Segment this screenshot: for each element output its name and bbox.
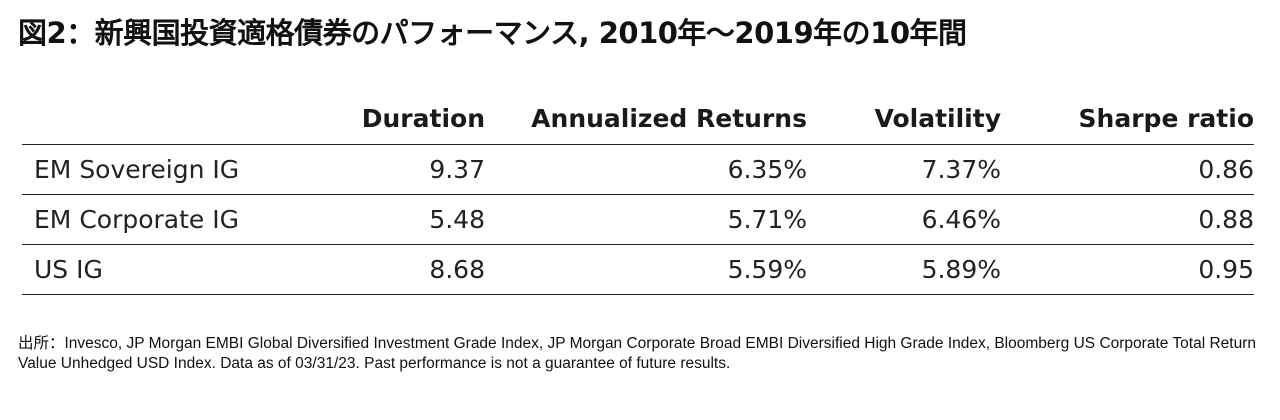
header-volatility: Volatility xyxy=(807,92,1001,145)
sharpe-cell: 0.88 xyxy=(1001,194,1254,245)
header-cell-blank xyxy=(22,92,267,145)
duration-cell: 8.68 xyxy=(267,244,485,295)
volatility-cell: 7.37% xyxy=(807,144,1001,195)
returns-cell: 5.59% xyxy=(485,244,807,295)
header-sharpe-ratio: Sharpe ratio xyxy=(1001,92,1254,145)
duration-cell: 9.37 xyxy=(267,144,485,195)
page-title: 図2：新興国投資適格債券のパフォーマンス, 2010年～2019年の10年間 xyxy=(18,16,967,50)
row-label: EM Sovereign IG xyxy=(22,144,267,195)
performance-table: Duration Annualized Returns Volatility S… xyxy=(22,92,1254,295)
table-row: EM Sovereign IG 9.37 6.35% 7.37% 0.86 xyxy=(22,144,1254,195)
returns-cell: 6.35% xyxy=(485,144,807,195)
source-note: 出所：Invesco, JP Morgan EMBI Global Divers… xyxy=(18,335,1256,372)
sharpe-cell: 0.95 xyxy=(1001,244,1254,295)
table-header-row: Duration Annualized Returns Volatility S… xyxy=(22,92,1254,145)
returns-cell: 5.71% xyxy=(485,194,807,245)
table-row: US IG 8.68 5.59% 5.89% 0.95 xyxy=(22,244,1254,295)
table-row: EM Corporate IG 5.48 5.71% 6.46% 0.88 xyxy=(22,194,1254,245)
volatility-cell: 6.46% xyxy=(807,194,1001,245)
row-label: EM Corporate IG xyxy=(22,194,267,245)
volatility-cell: 5.89% xyxy=(807,244,1001,295)
duration-cell: 5.48 xyxy=(267,194,485,245)
header-annualized-returns: Annualized Returns xyxy=(485,92,807,145)
row-label: US IG xyxy=(22,244,267,295)
header-duration: Duration xyxy=(267,92,485,145)
sharpe-cell: 0.86 xyxy=(1001,144,1254,195)
